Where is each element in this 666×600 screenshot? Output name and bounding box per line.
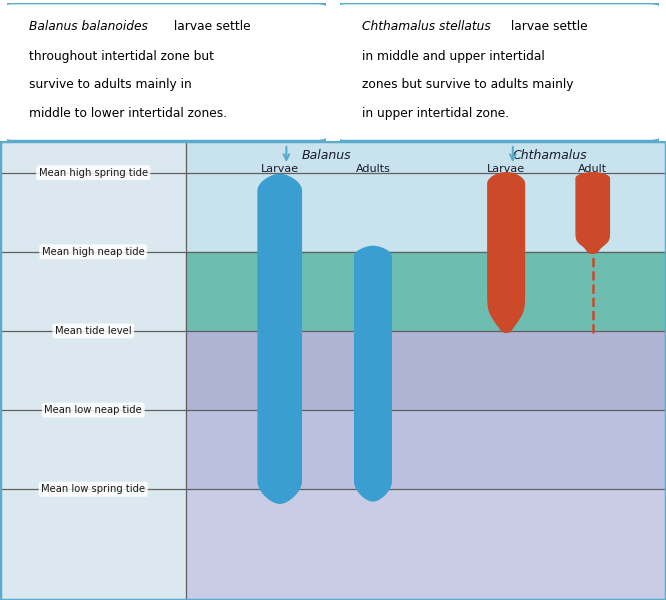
FancyBboxPatch shape [0, 3, 330, 141]
Text: middle to lower intertidal zones.: middle to lower intertidal zones. [29, 107, 227, 119]
Text: Balanus: Balanus [302, 149, 351, 162]
Text: survive to adults mainly in: survive to adults mainly in [29, 79, 192, 91]
Polygon shape [576, 173, 609, 253]
Text: larvae settle: larvae settle [507, 20, 588, 33]
Text: throughout intertidal zone but: throughout intertidal zone but [29, 50, 214, 63]
Polygon shape [355, 246, 392, 501]
Text: Mean low neap tide: Mean low neap tide [45, 405, 142, 415]
Text: in middle and upper intertidal: in middle and upper intertidal [362, 50, 545, 63]
Text: Adult: Adult [578, 164, 607, 173]
Text: Mean low spring tide: Mean low spring tide [41, 484, 145, 494]
Text: Balanus balanoides: Balanus balanoides [29, 20, 148, 33]
Text: Larvae: Larvae [260, 164, 299, 173]
Polygon shape [258, 174, 301, 503]
Polygon shape [488, 173, 525, 332]
Text: Mean high spring tide: Mean high spring tide [39, 167, 148, 178]
Text: Mean high neap tide: Mean high neap tide [42, 247, 145, 257]
Text: Adults: Adults [356, 164, 390, 173]
Text: larvae settle: larvae settle [170, 20, 250, 33]
Text: Chthamalus: Chthamalus [512, 149, 587, 162]
Text: Chthamalus stellatus: Chthamalus stellatus [362, 20, 491, 33]
Text: Larvae: Larvae [487, 164, 525, 173]
Text: in upper intertidal zone.: in upper intertidal zone. [362, 107, 509, 119]
Text: zones but survive to adults mainly: zones but survive to adults mainly [362, 79, 573, 91]
FancyBboxPatch shape [333, 3, 663, 141]
Text: Mean tide level: Mean tide level [55, 326, 132, 336]
